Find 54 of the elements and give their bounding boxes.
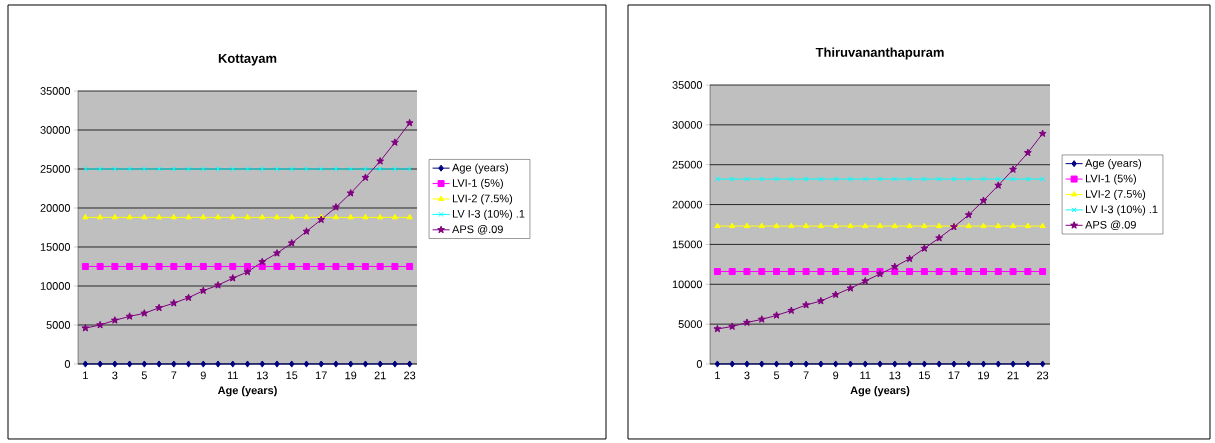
y-tick-label: 0: [64, 360, 71, 368]
legend-label: LVI-2 (7.5%): [1086, 189, 1146, 200]
x-tick-label: 11: [227, 371, 238, 380]
legend-label: APS @.09: [452, 225, 503, 235]
y-tick-label: 25000: [672, 160, 703, 169]
x-tick-label: 21: [1007, 371, 1019, 380]
y-tick-label: 0: [696, 360, 703, 368]
legend-label: LVI-2 (7.5%): [452, 194, 513, 205]
legend-label: LVI-1 (5%): [1086, 174, 1136, 185]
x-tick-label: 3: [744, 371, 750, 380]
x-tick-label: 15: [919, 371, 930, 380]
x-tick-label: 19: [345, 371, 357, 380]
x-tick-label: 17: [948, 371, 960, 380]
x-tick-label: 11: [860, 371, 871, 380]
legend-label: LV I-3 (10%) .1: [1086, 205, 1158, 216]
x-axis-title: Age (years): [217, 386, 277, 397]
y-tick-label: 35000: [40, 87, 71, 95]
y-tick-label: 30000: [672, 120, 703, 129]
x-tick-label: 5: [141, 371, 147, 380]
legend-label: LV I-3 (10%) .1: [452, 209, 525, 220]
x-tick-label: 1: [715, 371, 720, 380]
y-tick-label: 25000: [40, 165, 71, 173]
legend-label: Age (years): [452, 163, 509, 174]
x-tick-label: 17: [315, 371, 327, 380]
y-tick-label: 20000: [40, 204, 71, 212]
y-tick-label: 15000: [672, 240, 703, 249]
legend-label: APS @.09: [1085, 220, 1136, 231]
x-tick-label: 19: [978, 371, 990, 380]
x-tick-label: 9: [200, 371, 206, 380]
chart-title: Kottayam: [218, 53, 277, 66]
y-tick-label: 15000: [40, 243, 71, 251]
y-tick-label: 10000: [40, 282, 71, 290]
x-axis-title: Age (years): [850, 386, 910, 397]
legend-label: LVI-1 (5%): [452, 178, 503, 190]
x-tick-label: 3: [112, 371, 118, 380]
y-tick-label: 30000: [40, 126, 71, 134]
chart-title: Thiruvananthapuram: [815, 47, 944, 60]
x-tick-label: 9: [833, 371, 839, 380]
x-tick-label: 7: [171, 371, 177, 380]
y-tick-label: 5000: [46, 321, 71, 329]
x-tick-label: 7: [803, 371, 809, 380]
x-tick-label: 13: [256, 371, 268, 380]
x-tick-label: 13: [889, 371, 901, 380]
legend-label: Age (years): [1085, 158, 1142, 170]
y-tick-label: 10000: [672, 280, 703, 289]
y-tick-label: 35000: [672, 81, 703, 89]
y-tick-label: 5000: [678, 320, 703, 329]
y-tick-label: 20000: [672, 200, 703, 209]
x-tick-label: 5: [773, 371, 780, 380]
x-tick-label: 23: [1037, 371, 1049, 380]
x-tick-label: 23: [404, 371, 416, 380]
x-tick-label: 21: [374, 371, 386, 380]
x-tick-label: 1: [83, 371, 88, 380]
x-tick-label: 15: [286, 371, 298, 380]
